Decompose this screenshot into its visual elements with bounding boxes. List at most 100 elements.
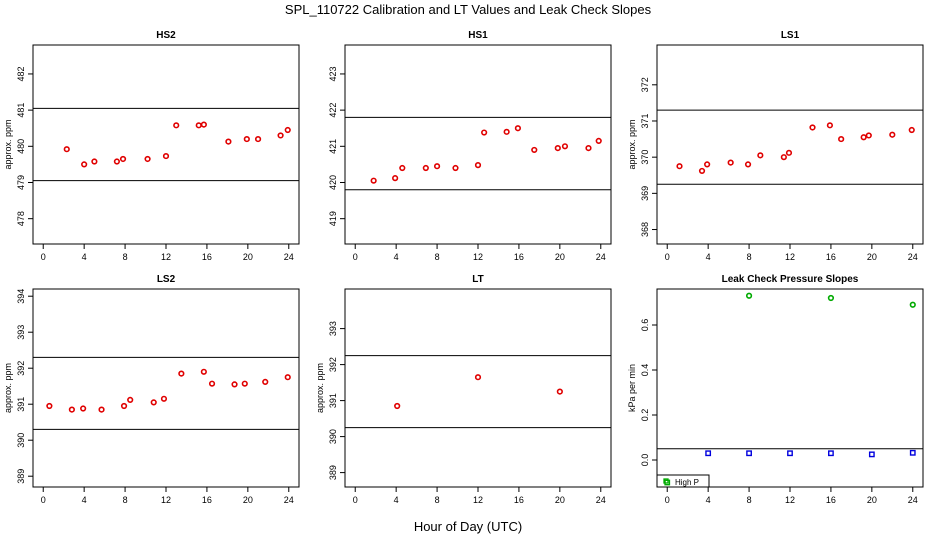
x-tick-label: 12 [161, 495, 171, 505]
x-tick-label: 8 [747, 252, 752, 262]
x-tick-label: 16 [202, 252, 212, 262]
plot-frame [32, 44, 300, 245]
x-tick-label: 24 [284, 252, 294, 262]
plot-frame [656, 288, 924, 488]
x-tick-label: 4 [706, 252, 711, 262]
y-tick-label: 0.0 [640, 454, 650, 467]
data-point [809, 124, 816, 131]
data-point [243, 135, 250, 143]
panel-4: LS2 0 4 8 12 16 20 24 389 390 391 392 393 394 approx. … [3, 274, 300, 505]
y-tick-label: 368 [640, 222, 650, 237]
data-point [254, 135, 262, 143]
data-point [284, 126, 291, 134]
data-point [787, 450, 793, 457]
x-tick-label: 12 [161, 252, 171, 262]
data-point [394, 402, 401, 410]
data-point [780, 154, 787, 161]
x-tick-label: 4 [394, 495, 399, 505]
x-tick-label: 24 [908, 495, 918, 505]
data-point [200, 368, 207, 375]
x-tick-label: 16 [202, 495, 212, 505]
x-tick-label: 16 [514, 252, 524, 262]
data-point [727, 159, 734, 166]
data-point [744, 161, 752, 168]
figure-title: SPL_110722 Calibration and LT Values and… [285, 2, 652, 17]
data-point [909, 301, 916, 308]
data-point [200, 121, 207, 128]
data-point [745, 292, 753, 299]
data-point [514, 125, 522, 132]
data-point [868, 451, 875, 458]
x-tick-label: 20 [867, 252, 877, 262]
data-point [860, 134, 867, 141]
data-point [481, 129, 488, 136]
panel-6: Leak Check Pressure Slopes 0 4 8 12 16 20 24 0.0… [627, 274, 924, 505]
data-point [127, 396, 134, 403]
panel-title: LT [472, 274, 483, 285]
x-tick-label: 20 [243, 252, 253, 262]
x-tick-label: 24 [596, 252, 606, 262]
x-tick-label: 24 [908, 252, 918, 262]
x-tick-label: 8 [747, 495, 752, 505]
x-tick-label: 12 [473, 252, 483, 262]
data-point [80, 405, 87, 412]
data-point [698, 167, 706, 175]
figure-x-label: Hour of Day (UTC) [414, 519, 522, 534]
plot-frame [656, 44, 924, 245]
data-point [160, 395, 168, 402]
x-tick-label: 4 [394, 252, 399, 262]
data-point [746, 450, 752, 457]
legend-box [656, 474, 710, 488]
y-tick-label: 372 [640, 77, 650, 92]
data-point [392, 175, 399, 182]
data-point [561, 143, 569, 150]
x-tick-label: 20 [867, 495, 877, 505]
x-tick-label: 24 [596, 495, 606, 505]
y-tick-label: 422 [328, 103, 338, 118]
data-point [422, 164, 429, 172]
x-tick-label: 12 [785, 252, 795, 262]
data-point [120, 402, 128, 410]
y-tick-label: 482 [16, 66, 26, 81]
x-tick-label: 20 [243, 495, 253, 505]
x-tick-label: 0 [665, 495, 670, 505]
plot-frame [32, 288, 300, 488]
y-tick-label: 481 [16, 103, 26, 118]
data-point [452, 164, 459, 172]
data-point [556, 388, 563, 395]
y-tick-label: 391 [328, 393, 338, 408]
data-point [474, 162, 482, 169]
y-axis-label: approx. ppm [627, 119, 637, 169]
x-tick-label: 12 [473, 495, 483, 505]
data-point [284, 374, 291, 381]
x-tick-label: 20 [555, 252, 565, 262]
y-tick-label: 393 [328, 321, 338, 336]
data-point [370, 177, 377, 184]
data-point [63, 146, 70, 153]
y-tick-label: 480 [16, 139, 26, 154]
y-tick-label: 478 [16, 211, 26, 226]
data-point [865, 132, 872, 139]
plot-frame [344, 44, 612, 245]
x-tick-label: 20 [555, 495, 565, 505]
data-point [225, 138, 232, 145]
x-tick-label: 12 [785, 495, 795, 505]
x-tick-label: 8 [123, 252, 128, 262]
y-tick-label: 390 [16, 433, 26, 448]
y-tick-label: 0.6 [640, 319, 650, 332]
panel-title: LS2 [157, 274, 176, 285]
panel-2: HS1 0 4 8 12 16 20 24 419 420 421 422 423 [328, 30, 612, 262]
data-point [91, 158, 98, 165]
x-tick-label: 24 [284, 495, 294, 505]
x-tick-label: 16 [514, 495, 524, 505]
y-tick-label: 369 [640, 186, 650, 201]
y-tick-label: 391 [16, 397, 26, 412]
data-point [262, 378, 269, 385]
data-point [838, 135, 845, 143]
panel-title: HS1 [468, 30, 488, 41]
plot-frame [344, 288, 612, 488]
panel-title: Leak Check Pressure Slopes [722, 274, 859, 285]
y-tick-label: 394 [16, 289, 26, 304]
data-point [827, 294, 835, 302]
data-point [81, 161, 88, 168]
